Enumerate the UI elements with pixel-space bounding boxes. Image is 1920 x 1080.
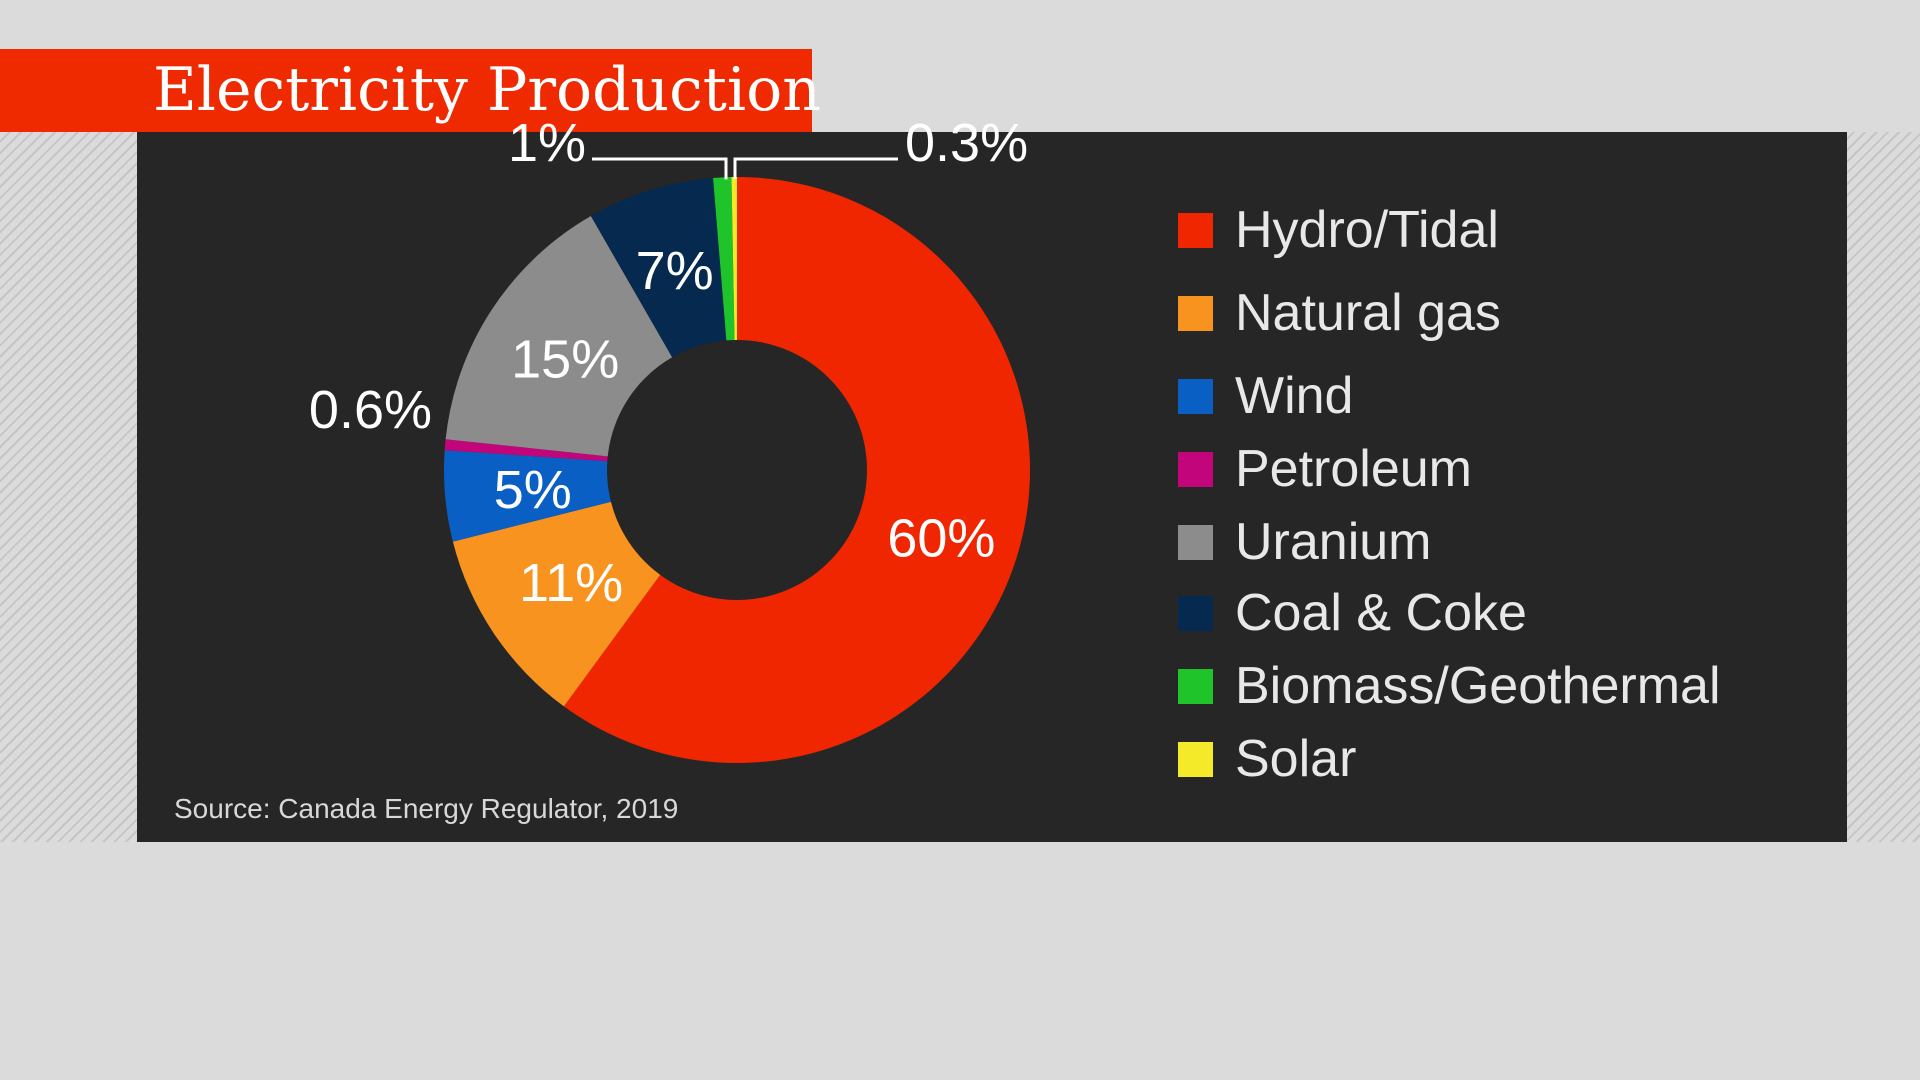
legend-label: Wind bbox=[1235, 367, 1354, 425]
legend-label: Uranium bbox=[1235, 513, 1432, 571]
data-label-hydro-tidal: 60% bbox=[887, 508, 995, 568]
legend-swatch bbox=[1178, 296, 1213, 331]
legend-label: Solar bbox=[1235, 730, 1357, 788]
legend-swatch bbox=[1178, 596, 1213, 631]
legend-item-wind: Wind bbox=[1178, 362, 1778, 425]
data-label-solar: 0.3% bbox=[905, 113, 1028, 173]
legend-label: Coal & Coke bbox=[1235, 584, 1527, 642]
data-label-wind: 5% bbox=[494, 460, 572, 520]
page-title: Electricity Production bbox=[153, 55, 821, 125]
legend-item-coal-coke: Coal & Coke bbox=[1178, 579, 1778, 642]
legend-item-uranium: Uranium bbox=[1178, 508, 1778, 571]
data-label-petroleum: 0.6% bbox=[309, 380, 432, 440]
legend-label: Biomass/Geothermal bbox=[1235, 657, 1721, 715]
data-label-biomass-geothermal: 1% bbox=[508, 113, 586, 173]
data-label-natural-gas: 11% bbox=[519, 553, 623, 613]
donut-hole bbox=[607, 340, 867, 600]
legend-item-biomass-geothermal: Biomass/Geothermal bbox=[1178, 652, 1778, 715]
data-label-uranium: 15% bbox=[511, 330, 619, 390]
legend-swatch bbox=[1178, 742, 1213, 777]
leader-line-solar bbox=[733, 157, 898, 180]
legend-item-natural-gas: Natural gas bbox=[1178, 279, 1778, 342]
legend-item-solar: Solar bbox=[1178, 725, 1778, 788]
legend-label: Hydro/Tidal bbox=[1235, 201, 1499, 259]
legend-item-hydro-tidal: Hydro/Tidal bbox=[1178, 196, 1778, 259]
legend-swatch bbox=[1178, 213, 1213, 248]
source-note: Source: Canada Energy Regulator, 2019 bbox=[174, 793, 679, 824]
leader-line-biomass bbox=[592, 157, 728, 180]
legend-label: Natural gas bbox=[1235, 284, 1501, 342]
legend-item-petroleum: Petroleum bbox=[1178, 435, 1778, 498]
legend-swatch bbox=[1178, 379, 1213, 414]
legend-swatch bbox=[1178, 669, 1213, 704]
legend-label: Petroleum bbox=[1235, 440, 1472, 498]
legend-swatch bbox=[1178, 452, 1213, 487]
data-label-coal-coke: 7% bbox=[636, 241, 714, 301]
title-bar bbox=[0, 49, 812, 132]
legend-swatch bbox=[1178, 525, 1213, 560]
